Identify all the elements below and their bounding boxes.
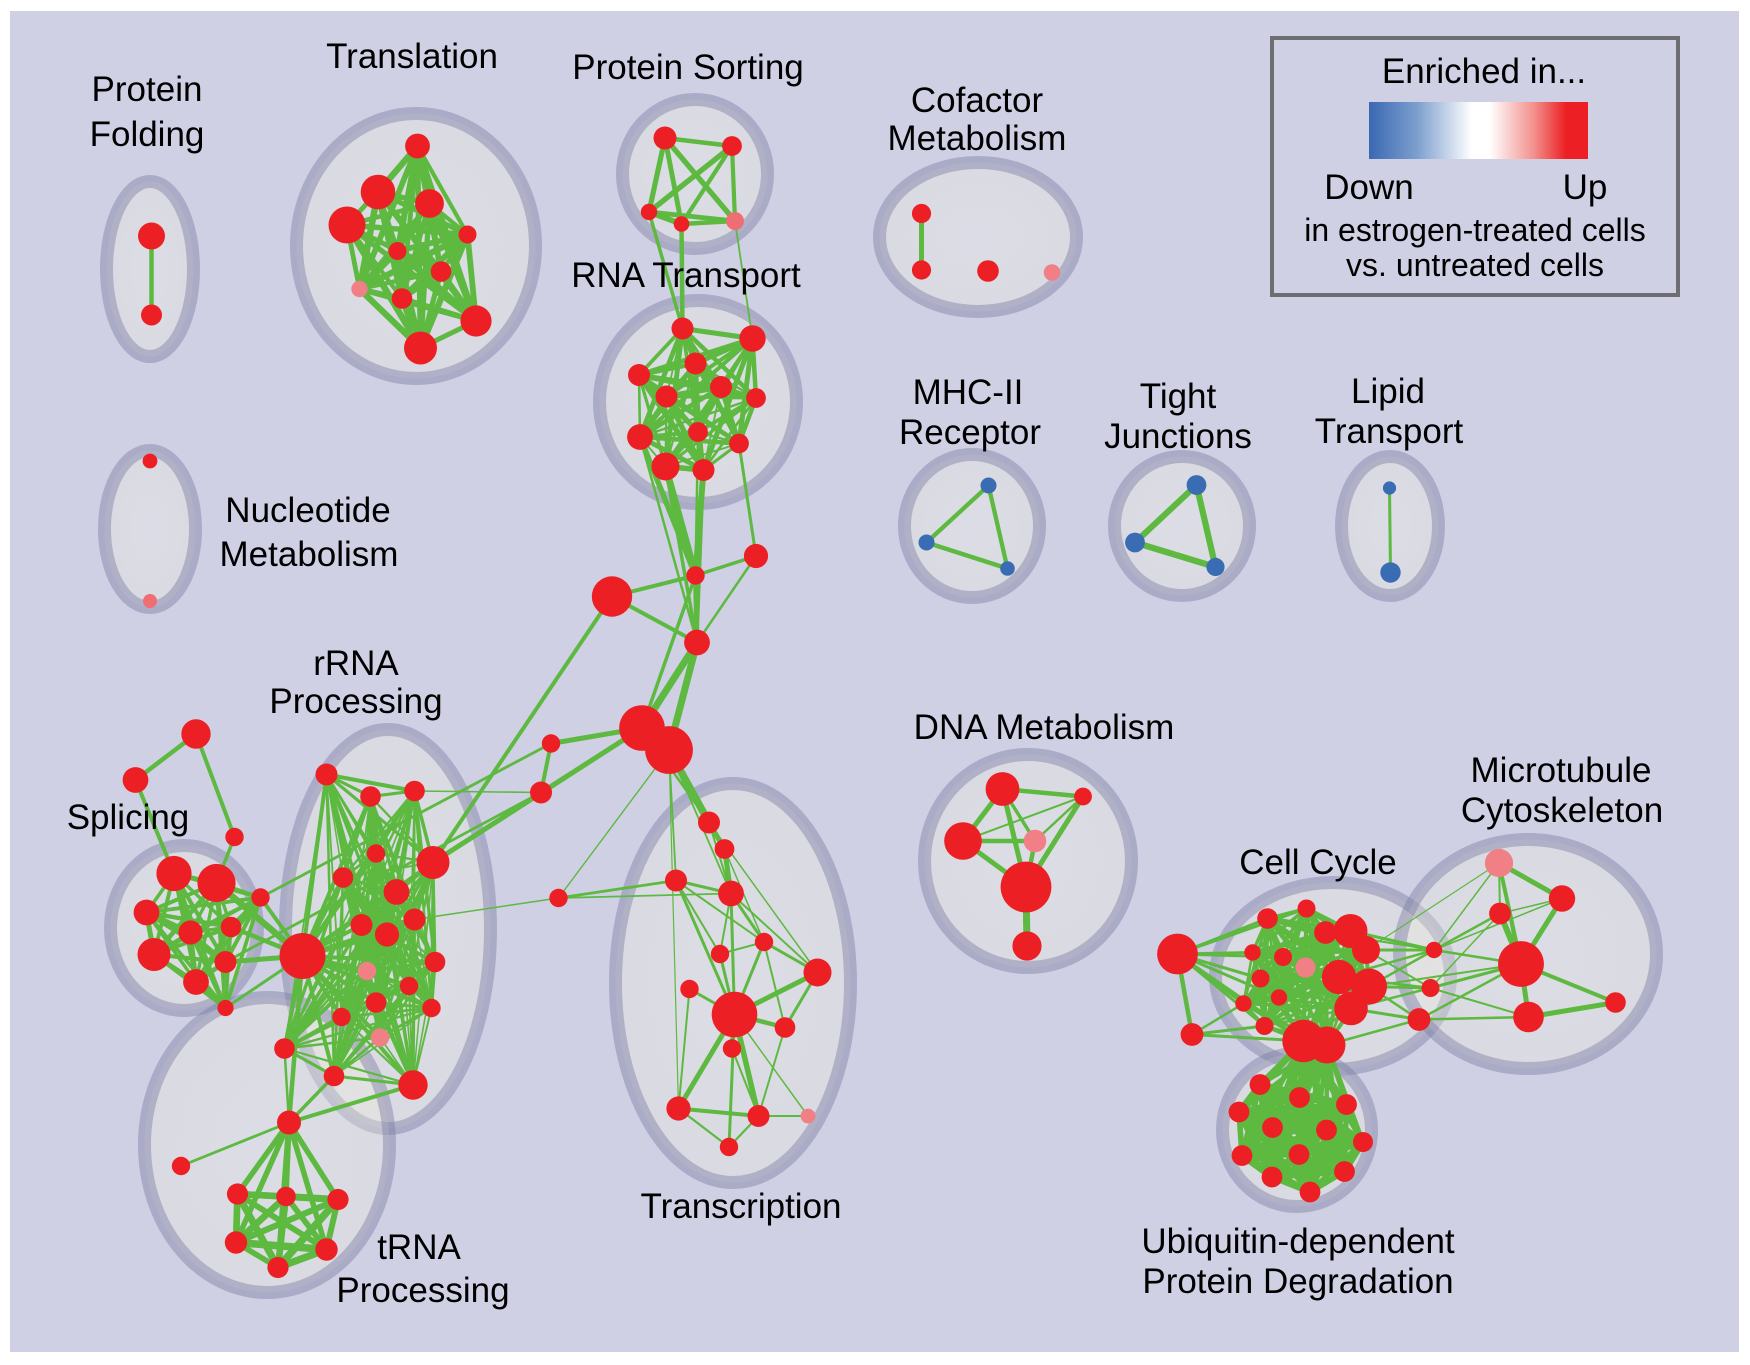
svg-text:Metabolism: Metabolism — [888, 119, 1067, 158]
svg-text:Transport: Transport — [1315, 412, 1464, 451]
svg-text:Cofactor: Cofactor — [911, 81, 1044, 120]
svg-text:DNA Metabolism: DNA Metabolism — [914, 708, 1175, 747]
svg-text:Down: Down — [1324, 168, 1413, 207]
svg-text:tRNA: tRNA — [377, 1228, 461, 1267]
svg-text:Ubiquitin-dependent: Ubiquitin-dependent — [1141, 1222, 1455, 1261]
svg-text:Up: Up — [1563, 168, 1608, 207]
svg-text:Cytoskeleton: Cytoskeleton — [1461, 791, 1663, 830]
svg-text:Processing: Processing — [336, 1271, 509, 1310]
svg-text:Transcription: Transcription — [641, 1187, 842, 1226]
svg-text:Protein Sorting: Protein Sorting — [572, 48, 804, 87]
svg-text:MHC-II: MHC-II — [913, 373, 1024, 412]
svg-text:Junctions: Junctions — [1104, 417, 1252, 456]
svg-text:in estrogen-treated cells: in estrogen-treated cells — [1304, 212, 1646, 248]
svg-text:Nucleotide: Nucleotide — [225, 491, 390, 530]
svg-text:Processing: Processing — [269, 682, 442, 721]
svg-text:Splicing: Splicing — [67, 798, 190, 837]
svg-text:Folding: Folding — [90, 115, 205, 154]
svg-text:Receptor: Receptor — [899, 413, 1041, 452]
svg-text:rRNA: rRNA — [313, 644, 399, 683]
svg-text:Translation: Translation — [326, 37, 498, 76]
svg-text:Protein: Protein — [92, 70, 203, 109]
svg-text:Tight: Tight — [1140, 377, 1217, 416]
svg-text:vs. untreated cells: vs. untreated cells — [1346, 247, 1604, 283]
svg-text:Cell Cycle: Cell Cycle — [1239, 843, 1397, 882]
svg-text:Lipid: Lipid — [1351, 372, 1425, 411]
svg-text:Enriched in...: Enriched in... — [1382, 52, 1586, 91]
svg-text:Metabolism: Metabolism — [220, 535, 399, 574]
svg-text:Microtubule: Microtubule — [1471, 751, 1652, 790]
svg-text:RNA Transport: RNA Transport — [571, 256, 801, 295]
svg-text:Protein Degradation: Protein Degradation — [1142, 1262, 1453, 1301]
